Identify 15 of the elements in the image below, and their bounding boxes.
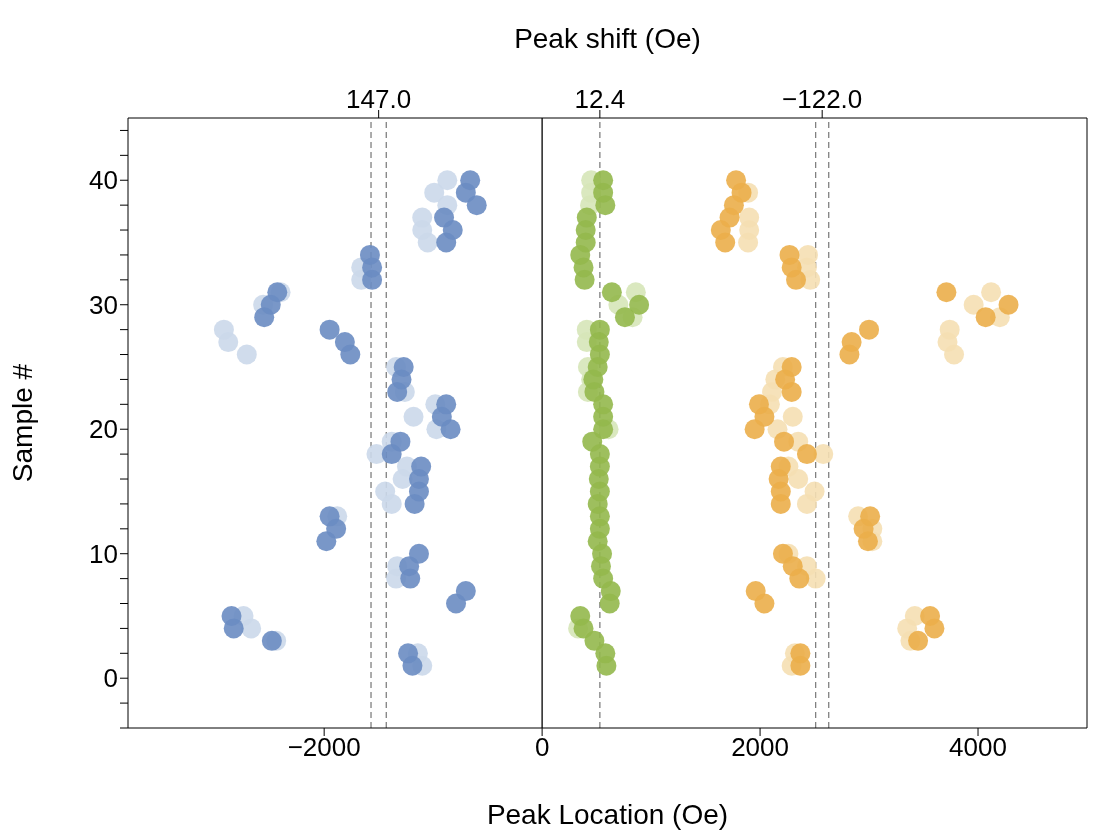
x-axis-title: Peak Location (Oe) — [486, 799, 729, 830]
x-tick-label: 2000 — [731, 732, 789, 763]
y-tick-label: 40 — [89, 165, 118, 196]
annotation: 147.0 — [346, 84, 412, 114]
annotation: −122.0 — [782, 84, 863, 114]
x-tick-label: 0 — [534, 732, 550, 763]
x2-axis-title: Peak shift (Oe) — [514, 22, 701, 54]
y-tick-label: 30 — [89, 289, 118, 320]
annotation: 12.4 — [574, 84, 626, 114]
x-tick-label: −2000 — [287, 732, 361, 763]
y-tick-label: 0 — [103, 663, 118, 694]
x-tick-label: 4000 — [949, 732, 1007, 763]
y-tick-label: 10 — [89, 538, 118, 569]
y-tick-label: 20 — [89, 414, 118, 445]
y-axis-title: Sample # — [6, 363, 38, 483]
